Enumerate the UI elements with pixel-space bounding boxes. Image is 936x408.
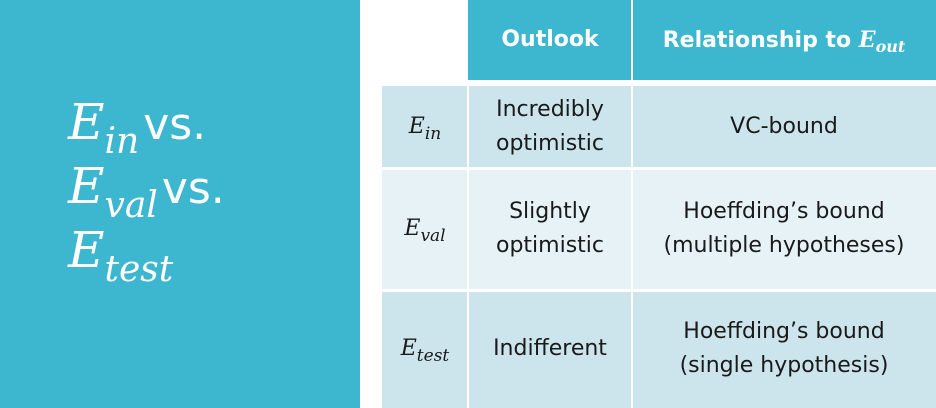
comparison-table: Outlook Relationship to Eout Ein Incredi… bbox=[382, 0, 936, 408]
row-ein-relationship: VC-bound bbox=[632, 86, 936, 168]
title-line-eval: Evalvs. bbox=[68, 154, 225, 226]
title-panel: Einvs. Evalvs. Etest bbox=[0, 0, 360, 408]
column-divider-2 bbox=[631, 0, 633, 408]
column-divider-1 bbox=[467, 86, 469, 408]
row-divider-1 bbox=[382, 167, 936, 170]
header-relationship: Relationship to Eout bbox=[632, 0, 936, 80]
row-ein-outlook: Incredibly optimistic bbox=[468, 86, 632, 168]
row-divider-2 bbox=[382, 289, 936, 292]
title-symbol-eval: Eval bbox=[68, 157, 158, 226]
row-eval-relationship: Hoeffding’s bound (multiple hypotheses) bbox=[632, 168, 936, 290]
title-vs-2: vs. bbox=[161, 163, 225, 214]
header-outlook: Outlook bbox=[468, 0, 632, 80]
row-ein-symbol: Ein bbox=[382, 86, 468, 168]
row-etest-outlook: Indifferent bbox=[468, 290, 632, 408]
title-vs-1: vs. bbox=[143, 99, 207, 150]
title-symbol-ein: Ein bbox=[68, 93, 140, 162]
title-symbol-etest: Etest bbox=[68, 221, 174, 290]
row-etest-symbol: Etest bbox=[382, 290, 468, 408]
row-eval-symbol: Eval bbox=[382, 168, 468, 290]
title-line-ein: Einvs. bbox=[68, 90, 225, 162]
row-etest-relationship: Hoeffding’s bound (single hypothesis) bbox=[632, 290, 936, 408]
row-eval-outlook: Slightly optimistic bbox=[468, 168, 632, 290]
title-line-etest: Etest bbox=[68, 218, 225, 290]
slide-title: Einvs. Evalvs. Etest bbox=[68, 90, 225, 290]
